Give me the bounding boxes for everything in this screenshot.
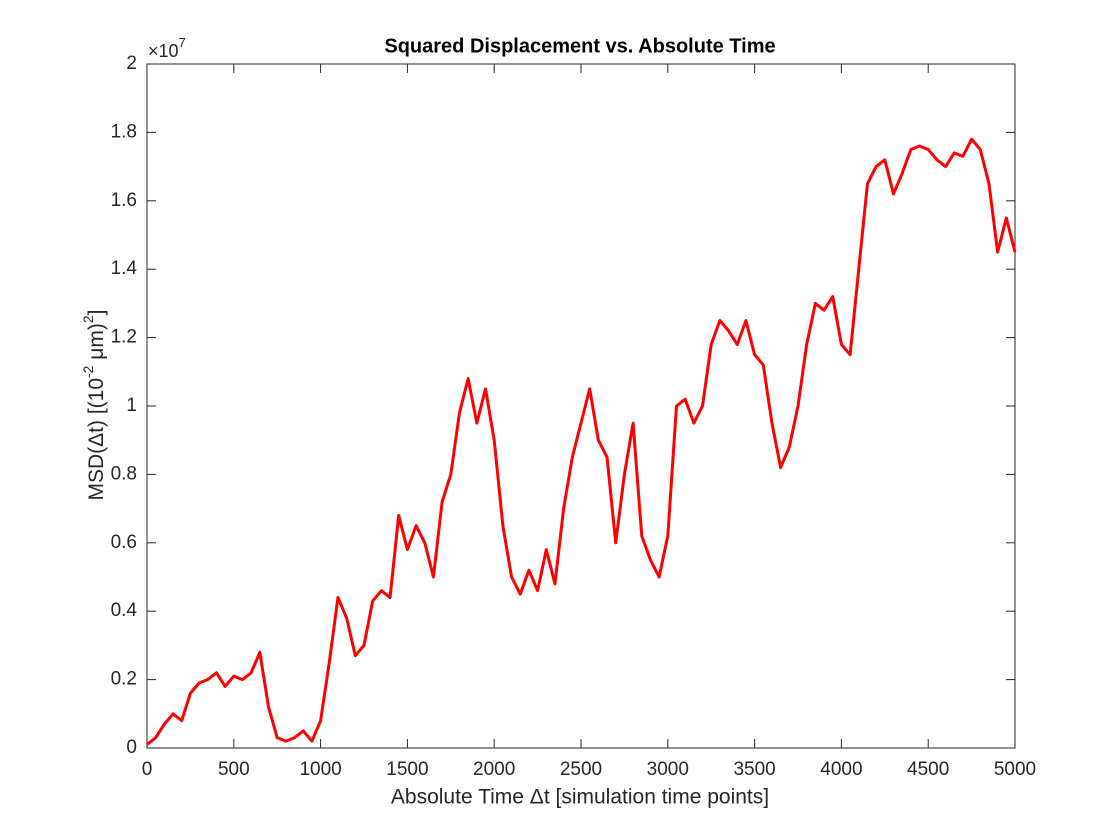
y-multiplier-base: ×10 — [148, 41, 179, 61]
y-tick-label: 1.8 — [111, 121, 137, 142]
x-tick-label: 2000 — [473, 759, 515, 780]
x-tick-label: 5000 — [994, 759, 1036, 780]
x-tick-label: 1500 — [386, 759, 428, 780]
x-tick-label: 4500 — [907, 759, 949, 780]
x-axis-label: Absolute Time Δt [simulation time points… — [391, 786, 769, 809]
y-tick-label: 1.4 — [111, 258, 138, 279]
x-tick-label: 4000 — [820, 759, 862, 780]
y-axis-label-superscript: 2 — [80, 315, 96, 323]
y-tick-label: 2 — [126, 53, 137, 74]
y-tick-label: 1.6 — [111, 190, 137, 211]
x-tick-label: 500 — [218, 759, 250, 780]
y-tick-label: 0.4 — [111, 600, 138, 621]
y-tick-label: 0 — [126, 737, 137, 758]
chart-title: Squared Displacement vs. Absolute Time — [384, 35, 775, 57]
y-axis-label-superscript: -2 — [80, 365, 96, 378]
y-multiplier-exponent: 7 — [179, 35, 186, 50]
y-tick-label: 0.2 — [111, 669, 137, 690]
x-tick-label: 3500 — [733, 759, 775, 780]
y-axis-label-part: ] — [85, 309, 108, 315]
y-axis-label-part: μm) — [85, 323, 108, 365]
x-tick-label: 3000 — [647, 759, 689, 780]
x-tick-label: 0 — [142, 759, 153, 780]
data-line — [146, 137, 1017, 746]
y-tick-label: 1 — [126, 395, 137, 416]
y-tick-label: 0.6 — [111, 532, 137, 553]
y-axis-label-part: MSD(Δt) [(10 — [85, 378, 108, 501]
x-tick-label: 2500 — [560, 759, 602, 780]
y-tick-label: 0.8 — [111, 463, 137, 484]
y-multiplier: ×107 — [148, 35, 186, 60]
y-axis-label: MSD(Δt) [(10-2 μm)2] — [80, 309, 108, 500]
x-tick-label: 1000 — [299, 759, 341, 780]
plot-area — [146, 63, 1016, 749]
y-tick-label: 1.2 — [111, 327, 137, 348]
